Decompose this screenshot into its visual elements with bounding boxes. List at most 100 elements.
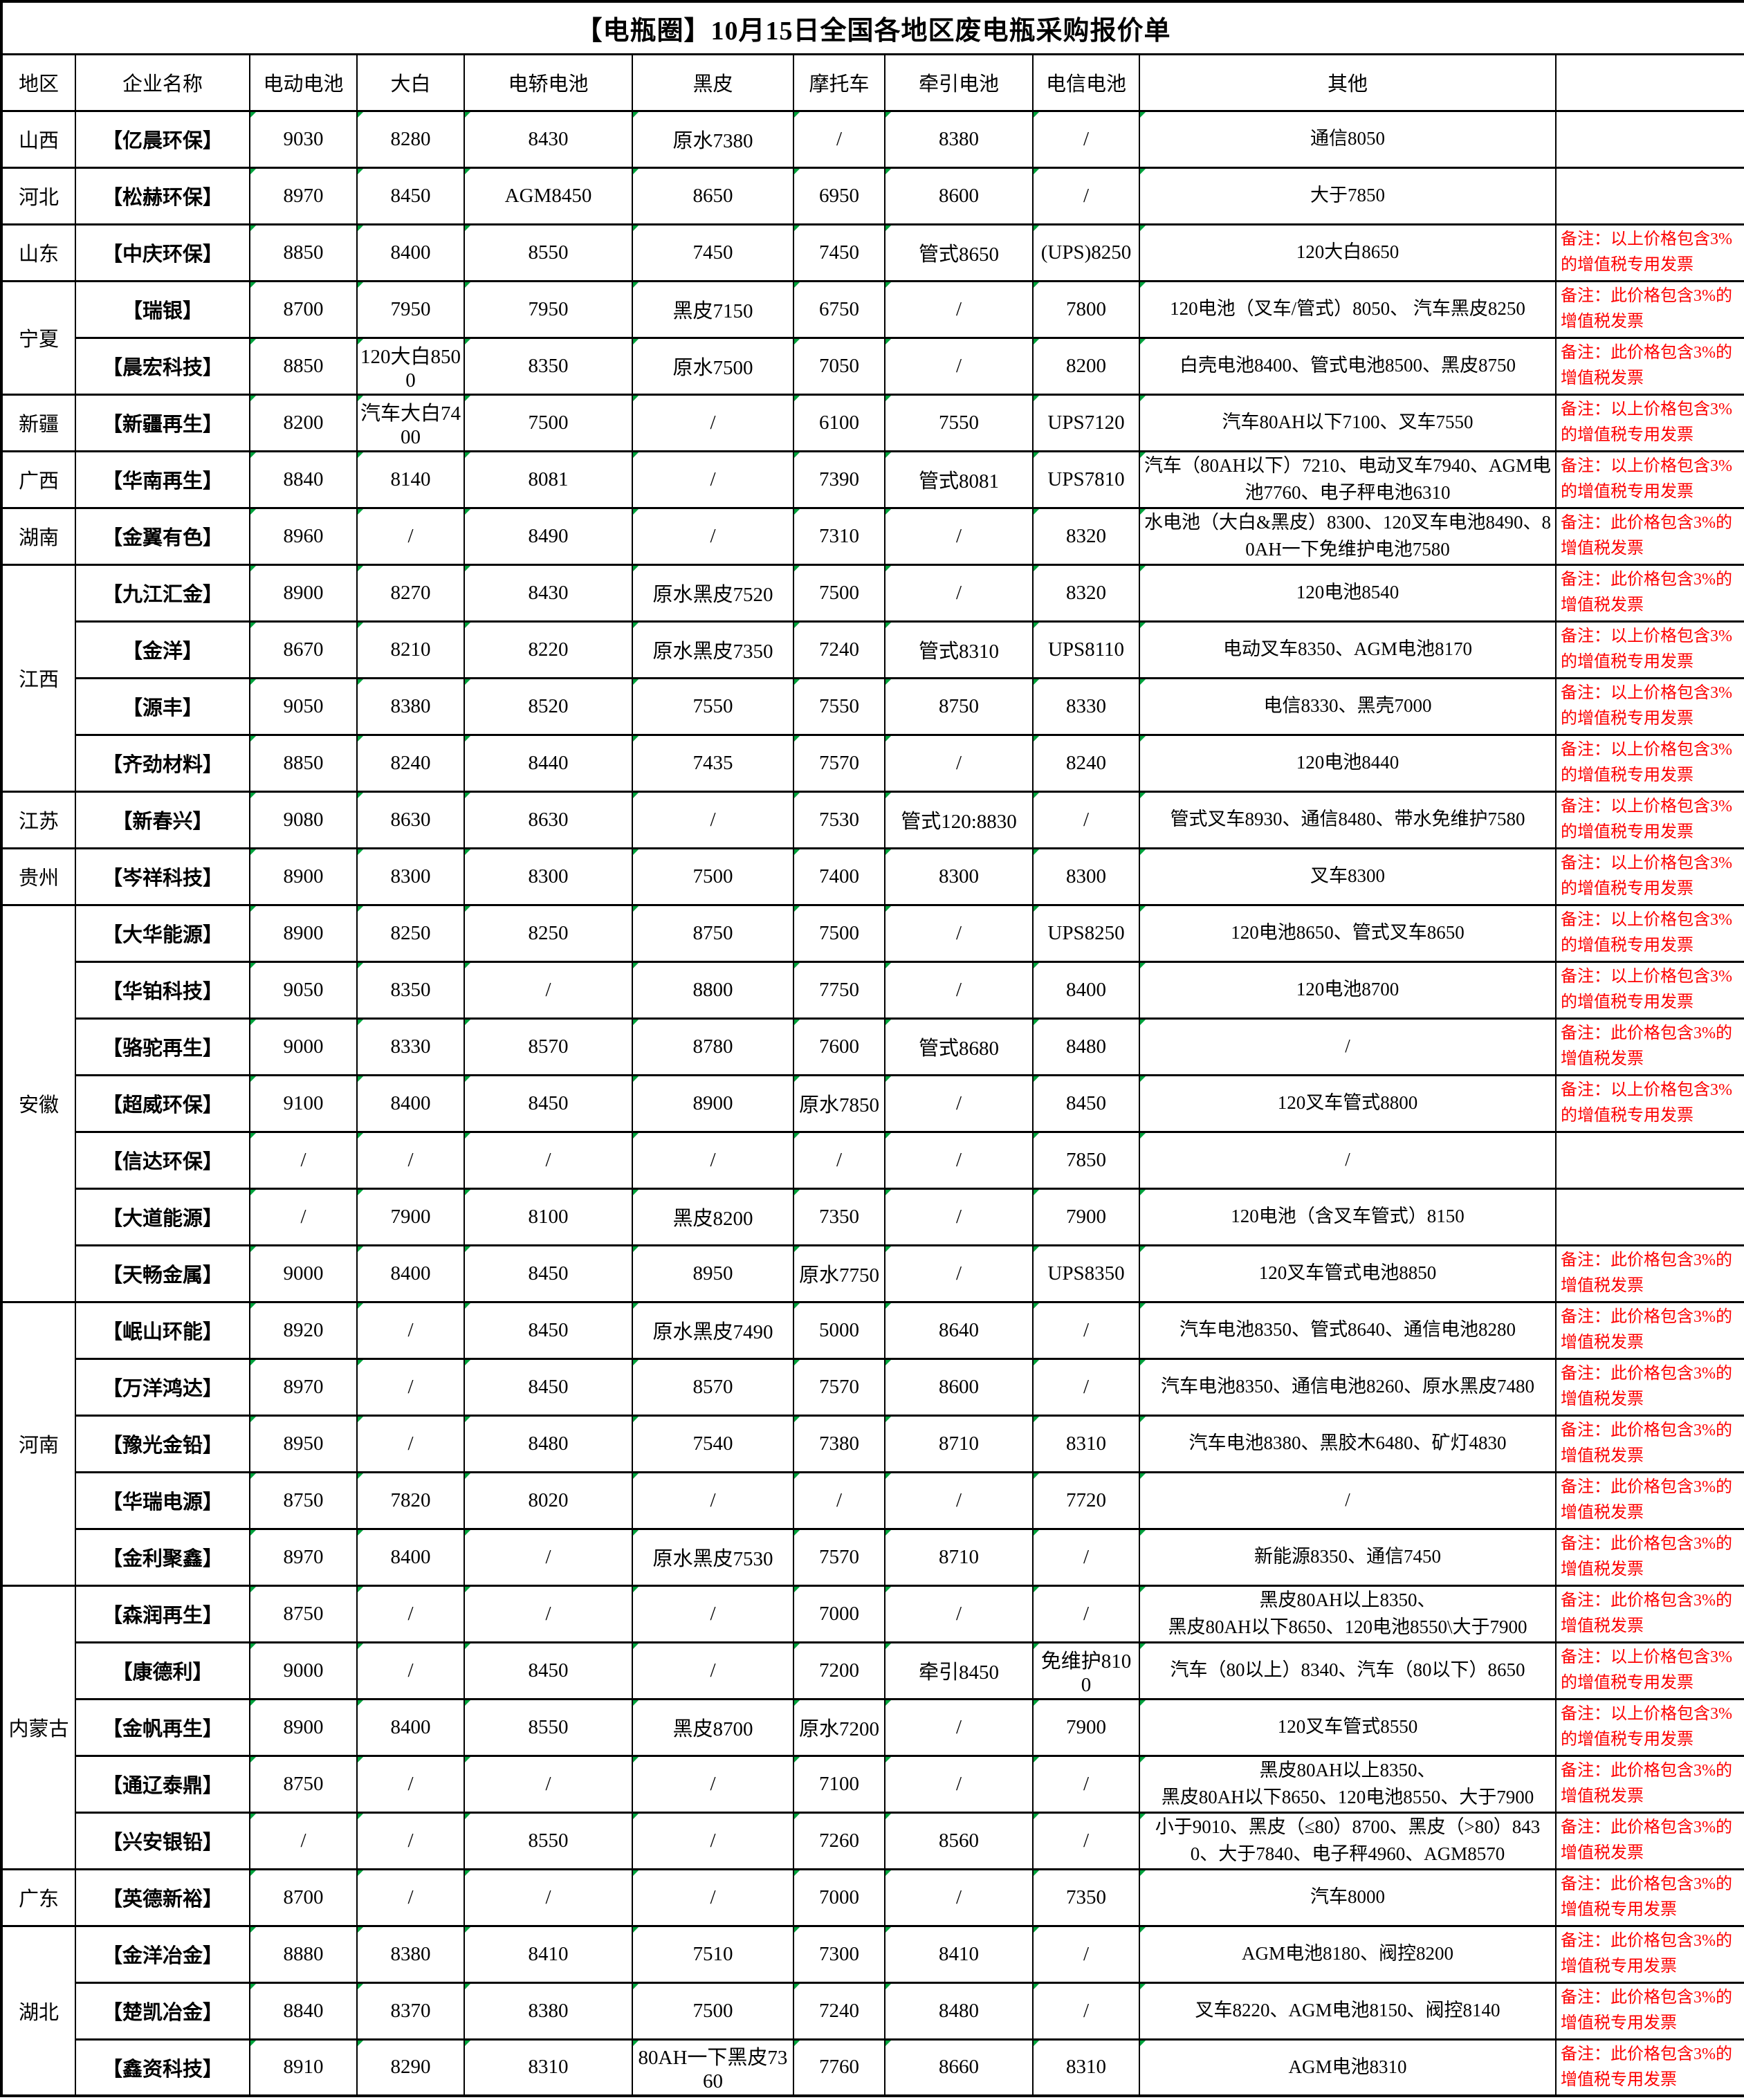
cell-dianjiao: 8480	[463, 1414, 633, 1473]
cell-qianyin: /	[884, 1130, 1034, 1190]
region-cell: 宁夏	[1, 279, 76, 396]
table-row: 贵州 【岑祥科技】 8900 8300 8300 7500 7400 8300 8300 叉车83…	[1, 847, 1744, 906]
cell-dianjiao: 8250	[463, 903, 633, 963]
cell-dianxin: /	[1032, 109, 1140, 169]
cell-motuoche: 7500	[793, 903, 885, 963]
col-header-8: 电信电池	[1032, 53, 1140, 112]
cell-motuoche: 6100	[793, 393, 885, 452]
cell-dabai: 8400	[356, 1697, 465, 1757]
table-row: 【楚凯冶金】 8840 8370 8380 7500 7240 8480/叉车8220、AG…	[1, 1981, 1744, 2041]
cell-heipi: 原水7500	[632, 336, 794, 396]
remark-cell: 备注：此价格包含3%的增值税发票	[1554, 1527, 1744, 1587]
cell-dabai: 8380	[356, 676, 465, 736]
cell-dianxin: /	[1032, 166, 1140, 225]
col-header-0: 地区	[1, 53, 76, 112]
company-cell: 【金利聚鑫】	[75, 1527, 250, 1587]
cell-dongdian: 8850	[249, 733, 358, 793]
other-cell: 黑皮80AH以上8350、 黑皮80AH以下8650、120电池8550\大于7…	[1139, 1584, 1557, 1643]
cell-dianjiao: 8430	[463, 563, 633, 623]
cell-heipi: 黑皮8700	[632, 1697, 794, 1757]
cell-dianxin: 8310	[1032, 2038, 1140, 2097]
table-row: 【信达环保】 / / / / //7850/	[1, 1130, 1744, 1190]
cell-dianxin: UPS7120	[1032, 393, 1140, 452]
other-cell: AGM电池8180、阀控8200	[1139, 1924, 1557, 1984]
cell-dongdian: 8700	[249, 1868, 358, 1927]
region-cell: 江苏	[1, 790, 76, 849]
col-header-remark	[1554, 53, 1744, 112]
remark-cell: 备注：此价格包含3%的增值税发票	[1554, 279, 1744, 339]
cell-dianxin: 7850	[1032, 1130, 1140, 1190]
cell-qianyin: 8410	[884, 1924, 1034, 1984]
remark-cell: 备注：此价格包含3%的增值税专用发票	[1554, 1924, 1744, 1984]
cell-dianjiao: 8550	[463, 223, 633, 282]
remark-cell: 备注：以上价格包含3%的增值税专用发票	[1554, 393, 1744, 452]
remark-cell: 备注：以上价格包含3%的增值税专用发票	[1554, 450, 1744, 509]
table-row: 【华铂科技】 9050 8350/8800 7750/8400 120电池8700 备注：…	[1, 960, 1744, 1020]
cell-dianxin: 7800	[1032, 279, 1140, 339]
cell-dongdian: 8970	[249, 166, 358, 225]
region-cell: 山西	[1, 109, 76, 169]
cell-dianjiao: 8550	[463, 1697, 633, 1757]
cell-heipi: /	[632, 393, 794, 452]
cell-dianxin: /	[1032, 1924, 1140, 1984]
table-row: 【鑫资科技】 8910 8290 8310 80AH一下黑皮7360 7760 8660 83…	[1, 2038, 1744, 2097]
cell-dianxin: /	[1032, 1754, 1140, 1814]
cell-dabai: 7950	[356, 279, 465, 339]
other-cell: 120电池8540	[1139, 563, 1557, 623]
cell-dabai: 汽车大白7400	[356, 393, 465, 452]
cell-heipi: /	[632, 790, 794, 849]
remark-cell: 备注：以上价格包含3%的增值税专用发票	[1554, 1074, 1744, 1133]
cell-dabai: 8400	[356, 1244, 465, 1303]
cell-motuoche: 7450	[793, 223, 885, 282]
col-header-4: 电轿电池	[463, 53, 633, 112]
cell-dabai: 8210	[356, 620, 465, 679]
cell-dongdian: 8880	[249, 1924, 358, 1984]
cell-dianxin: 7900	[1032, 1697, 1140, 1757]
cell-dianjiao: 8450	[463, 1357, 633, 1417]
cell-heipi: 7540	[632, 1414, 794, 1473]
region-cell: 河北	[1, 166, 76, 225]
cell-dianxin: 8320	[1032, 506, 1140, 566]
cell-dianxin: /	[1032, 1357, 1140, 1417]
table-row: 【兴安银铅】 //8550/7260 8560/小于9010、黑皮（≤80）8700…	[1, 1811, 1744, 1870]
company-cell: 【金洋】	[75, 620, 250, 679]
cell-heipi: 7550	[632, 676, 794, 736]
cell-qianyin: 7550	[884, 393, 1034, 452]
cell-dabai: 8350	[356, 960, 465, 1020]
table-row: 安徽 【大华能源】 8900 8250 8250 8750 7500/UPS8250 120电…	[1, 903, 1744, 1303]
remark-cell: 备注：以上价格包含3%的增值税专用发票	[1554, 1641, 1744, 1700]
cell-dianjiao: 8310	[463, 2038, 633, 2097]
cell-dabai: 8290	[356, 2038, 465, 2097]
other-cell: 大于7850	[1139, 166, 1557, 225]
cell-dianjiao: 8550	[463, 1811, 633, 1870]
cell-motuoche: 7000	[793, 1868, 885, 1927]
cell-motuoche: 6950	[793, 166, 885, 225]
cell-dianxin: 8450	[1032, 1074, 1140, 1133]
other-cell: 汽车（80以上）8340、汽车（80以下）8650	[1139, 1641, 1557, 1700]
cell-qianyin: /	[884, 336, 1034, 396]
remark-cell: 备注：以上价格包含3%的增值税专用发票	[1554, 847, 1744, 906]
cell-motuoche: 7500	[793, 563, 885, 623]
table-row: 【豫光金铅】 8950/8480 7540 7380 8710 8310 汽车电池8380、…	[1, 1414, 1744, 1473]
remark-cell: 备注：以上价格包含3%的增值税专用发票	[1554, 733, 1744, 793]
cell-qianyin: 8380	[884, 109, 1034, 169]
company-cell: 【骆驼再生】	[75, 1017, 250, 1076]
cell-qianyin: 8480	[884, 1981, 1034, 2041]
cell-dabai: 8400	[356, 223, 465, 282]
cell-dongdian: 9100	[249, 1074, 358, 1133]
region-cell: 湖北	[1, 1924, 76, 2097]
cell-qianyin: 8640	[884, 1300, 1034, 1360]
table-row: 河北 【松赫环保】 8970 8450 AGM8450 8650 6950 8600/大于78…	[1, 166, 1744, 225]
cell-motuoche: 7570	[793, 1357, 885, 1417]
cell-motuoche: 5000	[793, 1300, 885, 1360]
region-cell: 河南	[1, 1300, 76, 1587]
cell-dianjiao: 8100	[463, 1187, 633, 1246]
cell-qianyin: /	[884, 1754, 1034, 1814]
cell-dongdian: /	[249, 1130, 358, 1190]
other-cell: 120电池（叉车/管式）8050、 汽车黑皮8250	[1139, 279, 1557, 339]
cell-heipi: 原水黑皮7530	[632, 1527, 794, 1587]
company-cell: 【金洋冶金】	[75, 1924, 250, 1984]
cell-dianjiao: 8450	[463, 1641, 633, 1700]
cell-dongdian: 8840	[249, 1981, 358, 2041]
cell-dabai: 8450	[356, 166, 465, 225]
